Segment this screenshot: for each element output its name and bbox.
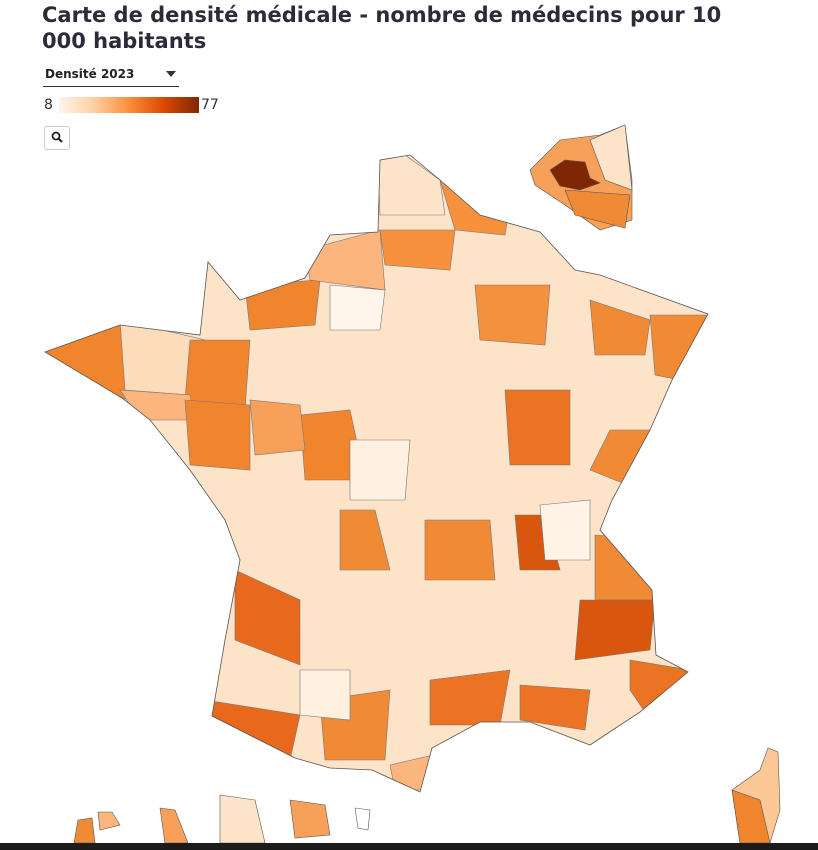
title: Carte de densité médicale - nombre de mé… bbox=[42, 3, 722, 53]
search-icon bbox=[51, 131, 63, 143]
search-button[interactable] bbox=[44, 126, 70, 150]
dropdown-arrow bbox=[166, 71, 176, 77]
bottom-bar bbox=[0, 843, 818, 850]
dropdown-value: Densité 2023 bbox=[45, 67, 135, 81]
france bbox=[45, 155, 708, 792]
france-outline bbox=[44, 154, 709, 793]
paris-inset bbox=[529, 124, 633, 231]
overseas bbox=[73, 747, 781, 843]
legend-min: 8 bbox=[44, 97, 53, 113]
legend-gradient bbox=[59, 97, 199, 113]
legend-max: 77 bbox=[201, 97, 219, 113]
dropdown[interactable]: Densité 2023 bbox=[43, 64, 179, 87]
